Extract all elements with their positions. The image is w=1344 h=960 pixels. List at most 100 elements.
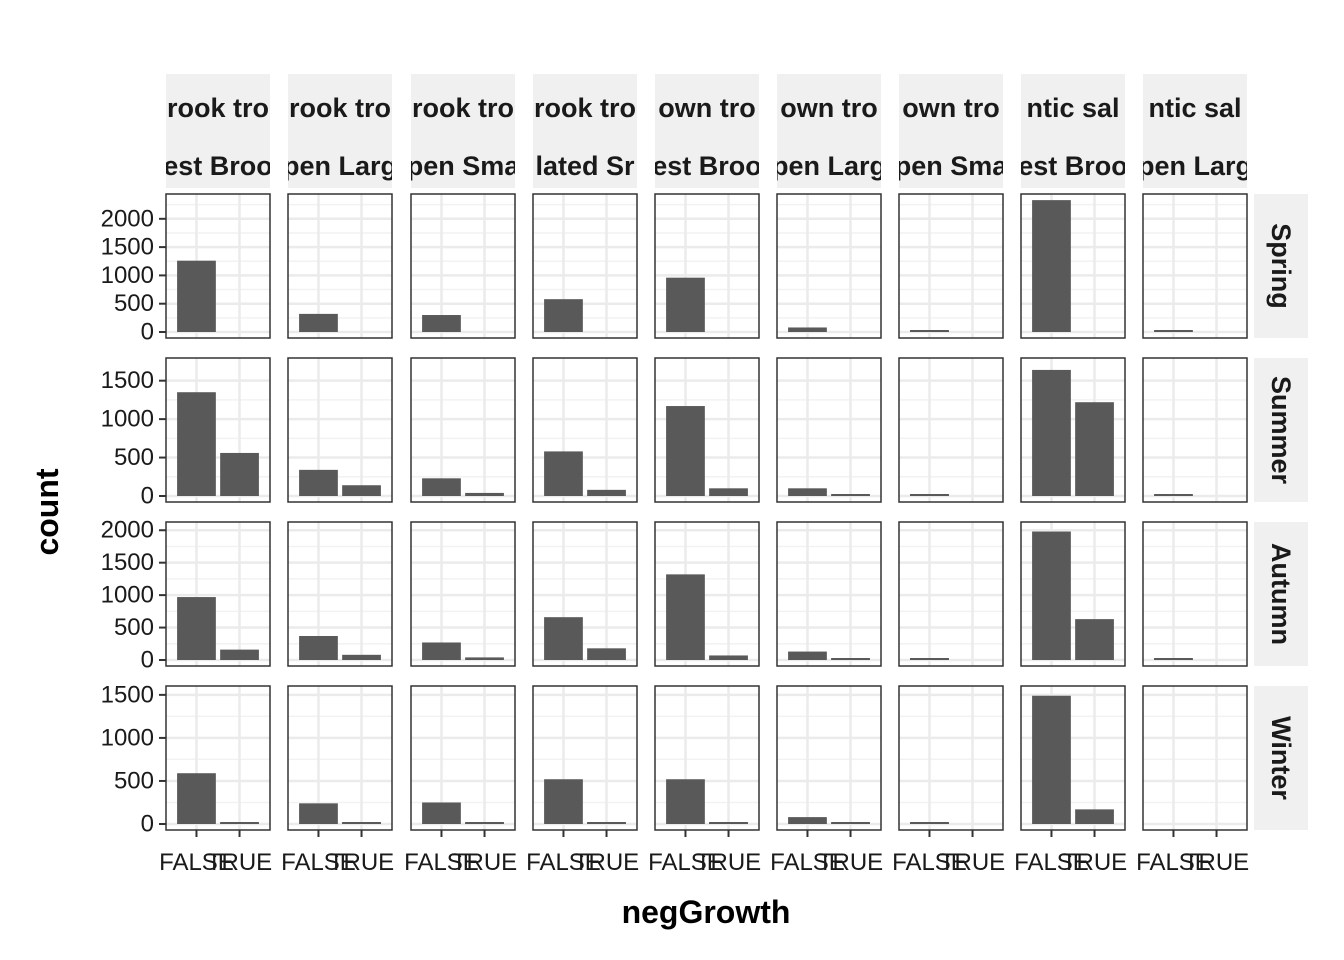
panel-border xyxy=(287,685,393,831)
bar-true xyxy=(342,485,381,496)
bar-false xyxy=(422,315,461,332)
x-tick-label-false: FALSE xyxy=(648,849,723,876)
bar-true xyxy=(465,492,504,496)
panel-border xyxy=(532,521,638,667)
y-tick-label: 500 xyxy=(114,290,154,317)
panel-border xyxy=(165,685,271,831)
y-tick-label: 1500 xyxy=(101,681,154,708)
column-strip-line2: pen Larg xyxy=(283,151,397,181)
y-tick-label: 1000 xyxy=(101,262,154,289)
panel-border xyxy=(287,521,393,667)
bar-false xyxy=(299,313,338,332)
panel-border xyxy=(287,193,393,339)
column-strip-labels-2: rook tro pen Larg xyxy=(283,93,397,181)
panel-border xyxy=(776,685,882,831)
panel-background xyxy=(899,194,1003,338)
column-strip-line1: rook tro xyxy=(167,93,269,123)
bar-true xyxy=(587,648,626,660)
row-strip-label: Winter xyxy=(1266,716,1296,800)
bar-false xyxy=(544,451,583,496)
x-tick-label-false: FALSE xyxy=(892,849,967,876)
column-strip-1 xyxy=(166,74,270,188)
column-strip-line2: pen Larg xyxy=(772,151,886,181)
bar-true xyxy=(709,488,748,496)
panel-background xyxy=(777,194,881,338)
bar-false xyxy=(544,779,583,824)
column-strip-line1: own tro xyxy=(780,93,877,123)
x-tick-label-true: TRUE xyxy=(452,849,517,876)
column-strip-line1: rook tro xyxy=(412,93,514,123)
column-strip-line1: ntic sal xyxy=(1148,93,1241,123)
y-tick-label: 1000 xyxy=(101,406,154,433)
y-tick-label: 1000 xyxy=(101,724,154,751)
x-tick-label-false: FALSE xyxy=(159,849,234,876)
bar-false xyxy=(177,260,216,332)
column-strip-line2: pen Sma xyxy=(407,151,521,181)
bar-true xyxy=(220,452,259,496)
y-tick-label: 1500 xyxy=(101,549,154,576)
row-strip-label: Autumn xyxy=(1266,543,1296,645)
bar-false xyxy=(177,773,216,824)
column-strip-line2: est Broo xyxy=(163,151,273,181)
panel-border xyxy=(410,685,516,831)
y-tick-label: 2000 xyxy=(101,517,154,544)
bar-false xyxy=(422,478,461,496)
y-tick-label: 0 xyxy=(141,319,154,346)
column-strip-6 xyxy=(777,74,881,188)
panel-border xyxy=(1142,357,1248,503)
y-tick-label: 500 xyxy=(114,767,154,794)
y-tick-label: 0 xyxy=(141,483,154,510)
panel-background xyxy=(1143,194,1247,338)
y-tick-label: 2000 xyxy=(101,205,154,232)
y-tick-label: 1500 xyxy=(101,234,154,261)
panel-border xyxy=(1020,685,1126,831)
bar-false xyxy=(788,651,827,660)
bar-false xyxy=(177,392,216,496)
bar-false xyxy=(544,617,583,660)
panel-border xyxy=(654,193,760,339)
panel-background xyxy=(777,358,881,502)
column-strip-line1: rook tro xyxy=(534,93,636,123)
bar-false xyxy=(666,779,705,824)
panel-border xyxy=(898,357,1004,503)
x-tick-label-true: TRUE xyxy=(696,849,761,876)
bar-true xyxy=(1075,402,1114,496)
column-strip-4 xyxy=(533,74,637,188)
bar-false xyxy=(422,642,461,660)
y-tick-label: 500 xyxy=(114,614,154,641)
panel-background xyxy=(899,358,1003,502)
bar-true xyxy=(709,655,748,660)
bar-false xyxy=(1032,369,1071,496)
x-tick-label-false: FALSE xyxy=(1136,849,1211,876)
y-tick-label: 0 xyxy=(141,647,154,674)
column-strip-5 xyxy=(655,74,759,188)
x-tick-label-false: FALSE xyxy=(404,849,479,876)
column-strip-labels-1: rook tro est Broo xyxy=(163,93,273,181)
x-tick-label-true: TRUE xyxy=(1062,849,1127,876)
panel-border xyxy=(898,685,1004,831)
column-strip-2 xyxy=(288,74,392,188)
panel-border xyxy=(898,521,1004,667)
column-strip-labels-6: own tro pen Larg xyxy=(772,93,886,181)
bar-true xyxy=(1075,809,1114,824)
panel-border xyxy=(165,193,271,339)
bar-false xyxy=(666,277,705,332)
bar-true xyxy=(465,657,504,660)
column-strip-labels-9: ntic sal pen Larg xyxy=(1143,93,1247,181)
row-strip-spring xyxy=(1254,194,1308,338)
panel-border xyxy=(654,685,760,831)
y-axis-title: count xyxy=(29,468,65,555)
bar-false xyxy=(299,469,338,496)
panel-border xyxy=(1020,521,1126,667)
panel-border xyxy=(898,193,1004,339)
bar-true xyxy=(587,489,626,496)
column-strip-9 xyxy=(1143,74,1247,188)
x-tick-label-true: TRUE xyxy=(574,849,639,876)
row-strip-autumn xyxy=(1254,522,1308,666)
column-strip-8 xyxy=(1021,74,1125,188)
row-strip-label: Summer xyxy=(1266,376,1296,485)
x-tick-label-true: TRUE xyxy=(940,849,1005,876)
panel-border xyxy=(532,685,638,831)
column-strip-labels-8: ntic sal est Broo xyxy=(1021,93,1125,181)
